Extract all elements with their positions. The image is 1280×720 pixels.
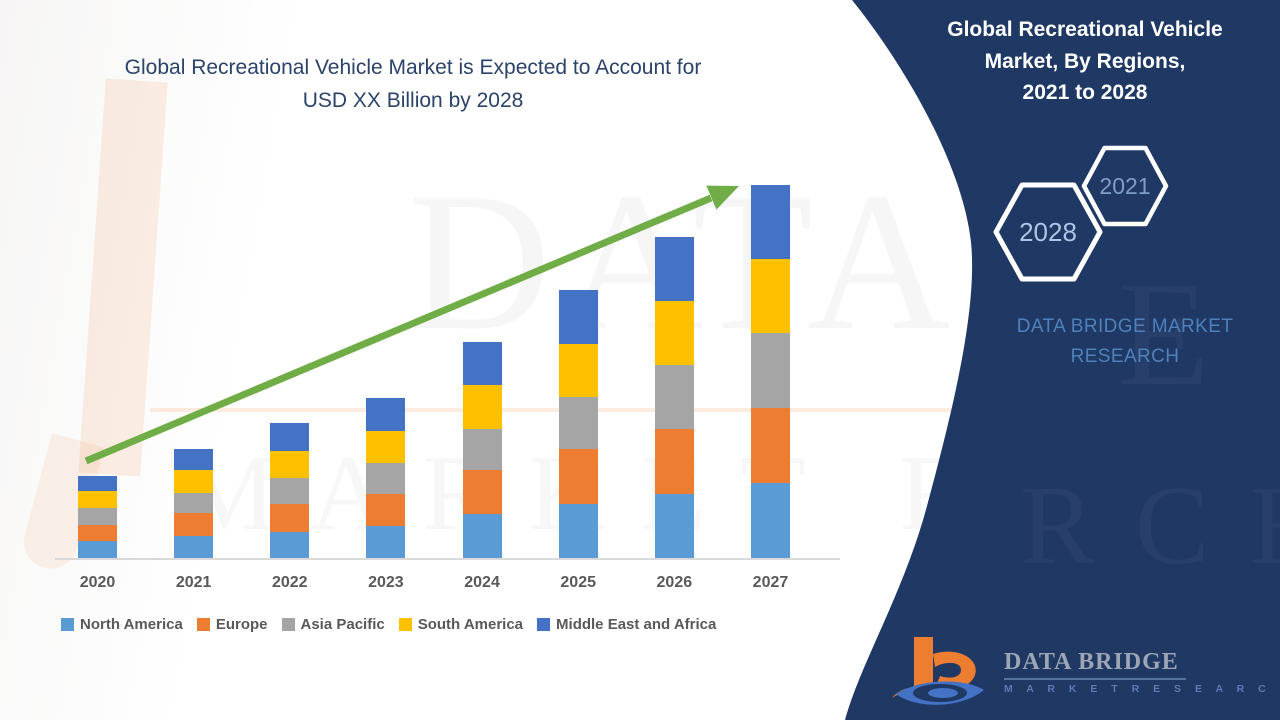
data-bridge-logo: DATA BRIDGE M A R K E T R E S E A R C H [890, 634, 1280, 710]
hexagon-2021-label: 2021 [1099, 173, 1150, 199]
hexagon-2028-label: 2028 [1019, 217, 1077, 247]
bar-segment-2027-north-america [750, 483, 790, 558]
side-panel-shape [845, 0, 1280, 720]
legend-item-middle-east-and-africa: Middle East and Africa [537, 616, 716, 633]
legend-label-asia-pacific: Asia Pacific [300, 616, 385, 633]
hexagon-badges: 2028 2021 [993, 145, 1169, 282]
x-axis-label-2027: 2027 [752, 574, 789, 591]
hexagon-2028 [993, 182, 1103, 282]
logo-divider [1004, 678, 1186, 680]
bar-segment-2020-europe [78, 525, 117, 541]
chart-title-line-1: Global Recreational Vehicle Market is Ex… [124, 56, 702, 79]
panel-title-line-1: Global Recreational Vehicle [947, 18, 1223, 41]
bar-segment-2020-asia-pacific [78, 508, 117, 525]
legend-item-north-america: North America [61, 616, 183, 633]
legend-swatch-europe [196, 618, 210, 631]
legend: North America Europe Asia Pacific South Ame… [61, 616, 716, 633]
hexagon-2021 [1081, 145, 1169, 227]
legend-swatch-south-america [398, 618, 412, 631]
x-axis-label-2025: 2025 [560, 574, 596, 591]
bar-segment-2027-europe [750, 408, 790, 483]
x-axis-label-2021: 2021 [175, 574, 212, 591]
bar-segment-2021-north-america [174, 536, 214, 558]
panel-title-line-2: Market, By Regions, [984, 49, 1186, 73]
bar-segment-2023-europe [366, 494, 406, 526]
bar-segment-2020-middle-east-and-africa [78, 476, 117, 491]
chart-title-line-2: USD XX Billion by 2028 [302, 88, 524, 112]
panel-brand-line-1: DATA BRIDGE MARKET [1016, 316, 1234, 337]
bar-segment-2021-europe [174, 513, 214, 536]
bar-segment-2027-south-america [750, 259, 790, 333]
bar-segment-2023-asia-pacific [366, 463, 406, 494]
legend-item-asia-pacific: Asia Pacific [281, 616, 385, 633]
legend-item-europe: Europe [196, 616, 268, 633]
legend-swatch-asia-pacific [281, 618, 295, 631]
logo-subtitle: M A R K E T R E S E A R C H [1004, 683, 1280, 695]
panel-brand-line-2: RESEARCH [1070, 346, 1180, 368]
bar-2021 [174, 449, 214, 558]
panel-brand-text: DATA BRIDGE MARKET RESEARCH [985, 312, 1265, 373]
panel-title: Global Recreational Vehicle Market, By R… [935, 14, 1235, 109]
bar-segment-2027-middle-east-and-africa [750, 185, 790, 259]
legend-label-europe: Europe [215, 616, 268, 633]
bar-segment-2026-north-america [654, 494, 694, 558]
bar-segment-2021-asia-pacific [174, 493, 214, 513]
x-axis-line [55, 558, 840, 560]
bar-segment-2020-north-america [78, 541, 117, 558]
bar-segment-2024-north-america [462, 514, 502, 558]
bar-segment-2020-south-america [78, 491, 117, 508]
legend-item-south-america: South America [398, 616, 524, 633]
legend-label-south-america: South America [417, 616, 524, 633]
bar-segment-2022-asia-pacific [270, 478, 310, 504]
logo-name: DATA BRIDGE [1004, 649, 1179, 675]
bar-segment-2027-asia-pacific [750, 333, 790, 408]
legend-label-north-america: North America [80, 616, 183, 633]
bar-segment-2022-europe [270, 504, 310, 532]
bar-2020 [78, 476, 117, 558]
legend-swatch-north-america [61, 618, 74, 631]
x-axis-label-2020: 2020 [79, 574, 116, 591]
x-axis-label-2024: 2024 [464, 574, 500, 591]
legend-label-middle-east-and-africa: Middle East and Africa [556, 616, 717, 633]
x-axis-label-2022: 2022 [271, 574, 308, 591]
bar-segment-2021-south-america [174, 470, 214, 493]
bar-segment-2022-north-america [270, 532, 310, 558]
bar-2027 [750, 185, 790, 558]
bar-segment-2025-north-america [558, 504, 598, 558]
legend-swatch-middle-east-and-africa [537, 618, 551, 631]
bar-segment-2023-north-america [366, 526, 406, 558]
panel-title-line-3: 2021 to 2028 [1022, 81, 1148, 104]
chart-title: Global Recreational Vehicle Market is Ex… [63, 52, 763, 117]
x-axis-label-2023: 2023 [368, 574, 404, 591]
x-axis-label-2026: 2026 [656, 574, 693, 591]
bar-segment-2024-europe [462, 470, 502, 514]
data-bridge-logo-icon [892, 637, 984, 705]
